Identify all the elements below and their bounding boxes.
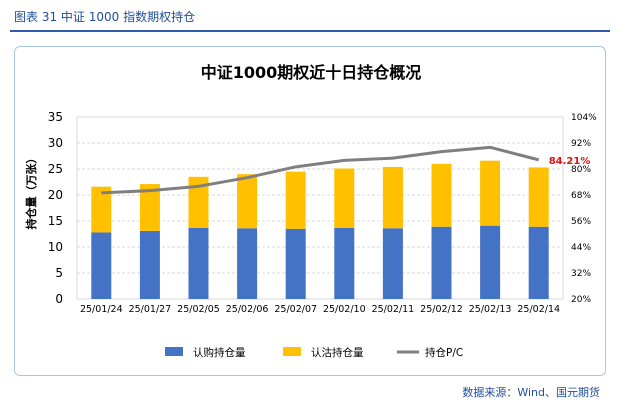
y2-tick-label: 80% — [571, 165, 591, 175]
call-oi-bar — [91, 232, 112, 299]
x-tick-label: 25/02/07 — [274, 304, 317, 315]
call-oi-bar — [480, 225, 501, 299]
x-tick-label: 25/01/27 — [129, 304, 172, 315]
y-axis-label: 持仓量（万张） — [24, 153, 38, 230]
y-tick-label: 25 — [48, 162, 63, 176]
call-oi-bar — [188, 227, 209, 299]
y2-tick-label: 104% — [571, 113, 597, 123]
chart-title: 中证1000期权近十日持仓概况 — [201, 63, 422, 82]
chart-frame: 中证1000期权近十日持仓概况 持仓量（万张） 84.21% 0 5 10 15 20 2… — [14, 46, 606, 376]
call-oi-bar — [237, 228, 258, 299]
x-tick-label: 25/02/12 — [420, 304, 463, 315]
legend: 认购持仓量 认沽持仓量 持仓P/C — [165, 346, 463, 359]
put-oi-bar — [91, 186, 112, 233]
legend-swatch — [165, 347, 183, 356]
call-oi-bar — [139, 230, 160, 299]
y-tick-label: 20 — [48, 188, 63, 202]
figure-caption: 图表 31 中证 1000 指数期权持仓 — [14, 10, 196, 24]
pc-latest-label: 84.21% — [549, 156, 591, 167]
legend-label: 认沽持仓量 — [311, 346, 364, 359]
pc-line-series: 84.21% — [101, 145, 591, 195]
put-oi-bar — [188, 176, 209, 228]
x-tick-label: 25/02/11 — [372, 304, 415, 315]
holdings-chart: 中证1000期权近十日持仓概况 持仓量（万张） 84.21% 0 5 10 15 20 2… — [24, 63, 597, 359]
caption-divider — [10, 30, 610, 32]
put-oi-bar — [528, 167, 549, 227]
put-oi-bar — [334, 168, 355, 228]
put-oi-bar — [139, 184, 160, 231]
call-oi-bar — [285, 228, 306, 299]
y-tick-label: 10 — [48, 240, 63, 254]
y-tick-label: 15 — [48, 214, 63, 228]
x-tick-label: 25/02/05 — [177, 304, 220, 315]
y-tick-label: 0 — [55, 292, 63, 306]
y2-tick-label: 68% — [571, 191, 591, 201]
pc-ratio-line — [101, 145, 540, 195]
y2-tick-label: 44% — [571, 243, 591, 253]
put-oi-bar — [480, 160, 501, 226]
legend-label: 持仓P/C — [425, 346, 463, 359]
put-oi-bar — [285, 171, 306, 229]
y2-tick-label: 92% — [571, 139, 591, 149]
x-tick-label: 25/02/14 — [517, 304, 560, 315]
y-tick-label: 35 — [48, 110, 63, 124]
x-tick-label: 25/02/13 — [469, 304, 512, 315]
call-oi-bar — [382, 228, 403, 299]
call-oi-bar — [431, 226, 452, 299]
source-note: 数据来源：Wind、国元期货 — [462, 386, 600, 399]
x-tick-label: 25/02/10 — [323, 304, 366, 315]
legend-label: 认购持仓量 — [193, 346, 246, 359]
legend-swatch — [283, 347, 301, 356]
put-oi-bar — [237, 174, 258, 229]
y2-tick-label: 56% — [571, 217, 591, 227]
put-oi-bar — [382, 166, 403, 229]
call-oi-bar — [528, 226, 549, 299]
y-tick-label: 30 — [48, 136, 63, 150]
x-tick-label: 25/01/24 — [80, 304, 123, 315]
x-tick-label: 25/02/06 — [226, 304, 269, 315]
y2-tick-label: 20% — [571, 295, 591, 305]
put-oi-bar — [431, 163, 452, 227]
y-tick-label: 5 — [55, 266, 63, 280]
bar-series — [91, 160, 549, 299]
call-oi-bar — [334, 227, 355, 299]
y2-tick-label: 32% — [571, 269, 591, 279]
axis-ticks: 0 5 10 15 20 25 30 35 20% 32% 44% 56% 68% 80% 92% 104% 2… — [48, 110, 597, 315]
